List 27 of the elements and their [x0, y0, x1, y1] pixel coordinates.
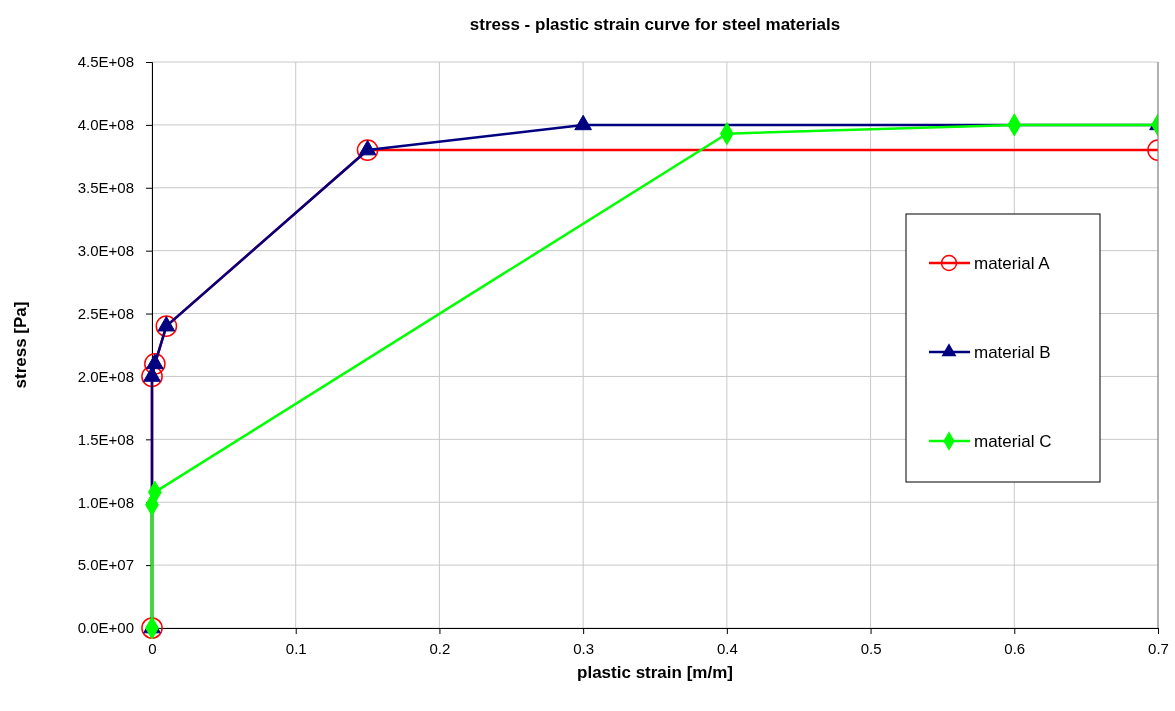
legend-label: material C: [974, 432, 1052, 451]
y-tick-label: 3.0E+08: [77, 241, 134, 259]
y-tick-label: 4.0E+08: [77, 116, 134, 134]
y-tick-label: 1.0E+08: [77, 493, 134, 511]
x-axis-title: plastic strain [m/m]: [577, 663, 733, 682]
x-tick-label: 0: [148, 639, 157, 657]
legend-label: material B: [974, 343, 1051, 362]
chart-title: stress - plastic strain curve for steel materials: [469, 15, 841, 34]
y-tick-label: 4.5E+08: [77, 53, 134, 71]
x-tick-label: 0.2: [429, 639, 451, 657]
x-tick-label: 0.4: [716, 639, 738, 657]
x-tick-label: 0.1: [285, 639, 307, 657]
point: [155, 315, 178, 337]
x-tick-label: 0.5: [860, 639, 882, 657]
point: [356, 139, 379, 161]
legend-label: material A: [974, 254, 1051, 273]
x-tick-label: 0.3: [573, 639, 595, 657]
x-tick-label: 0.7: [1148, 639, 1169, 657]
y-tick-label: 2.0E+08: [77, 367, 134, 385]
x-tick-label: 0.6: [1004, 639, 1026, 657]
y-tick-label: 1.5E+08: [77, 430, 134, 448]
y-axis-title: stress [Pa]: [11, 301, 30, 389]
y-tick-label: 0.0E+00: [77, 619, 134, 637]
y-tick-label: 2.5E+08: [77, 304, 134, 322]
point: [144, 353, 166, 375]
y-tick-label: 3.5E+08: [77, 179, 134, 197]
y-tick-label: 5.0E+07: [77, 556, 134, 574]
